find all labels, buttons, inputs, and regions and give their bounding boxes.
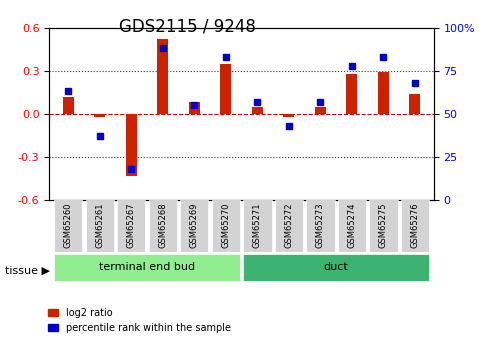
FancyBboxPatch shape [117, 200, 145, 252]
Text: GSM65274: GSM65274 [348, 203, 356, 248]
Text: GSM65267: GSM65267 [127, 203, 136, 248]
Bar [409, 94, 421, 114]
Text: GSM65276: GSM65276 [411, 203, 420, 248]
Text: duct: duct [324, 263, 349, 272]
Bar [220, 63, 231, 114]
FancyBboxPatch shape [54, 200, 82, 252]
Bar [189, 102, 200, 114]
FancyBboxPatch shape [243, 254, 429, 282]
Text: GSM65261: GSM65261 [95, 203, 104, 248]
Text: tissue ▶: tissue ▶ [5, 266, 50, 276]
FancyBboxPatch shape [243, 200, 272, 252]
Text: GSM65271: GSM65271 [253, 203, 262, 248]
FancyBboxPatch shape [54, 254, 240, 282]
FancyBboxPatch shape [338, 200, 366, 252]
FancyBboxPatch shape [211, 200, 240, 252]
Bar [126, 114, 137, 176]
Bar [347, 73, 357, 114]
Text: GSM65268: GSM65268 [158, 203, 167, 248]
FancyBboxPatch shape [148, 200, 177, 252]
Text: terminal end bud: terminal end bud [99, 263, 195, 272]
Text: GSM65272: GSM65272 [284, 203, 293, 248]
Text: GSM65273: GSM65273 [316, 203, 325, 248]
Bar [378, 72, 389, 114]
FancyBboxPatch shape [369, 200, 397, 252]
Bar [94, 114, 105, 117]
Bar [157, 39, 168, 114]
Legend: log2 ratio, percentile rank within the sample: log2 ratio, percentile rank within the s… [44, 304, 235, 337]
FancyBboxPatch shape [401, 200, 429, 252]
Text: GSM65275: GSM65275 [379, 203, 388, 248]
Bar [315, 107, 326, 114]
FancyBboxPatch shape [86, 200, 114, 252]
Text: GSM65269: GSM65269 [190, 203, 199, 248]
FancyBboxPatch shape [180, 200, 209, 252]
Text: GDS2115 / 9248: GDS2115 / 9248 [119, 17, 256, 35]
Bar [283, 114, 294, 117]
Text: GSM65260: GSM65260 [64, 203, 72, 248]
Bar [63, 97, 74, 114]
FancyBboxPatch shape [306, 200, 335, 252]
FancyBboxPatch shape [275, 200, 303, 252]
Text: GSM65270: GSM65270 [221, 203, 230, 248]
Bar [252, 107, 263, 114]
